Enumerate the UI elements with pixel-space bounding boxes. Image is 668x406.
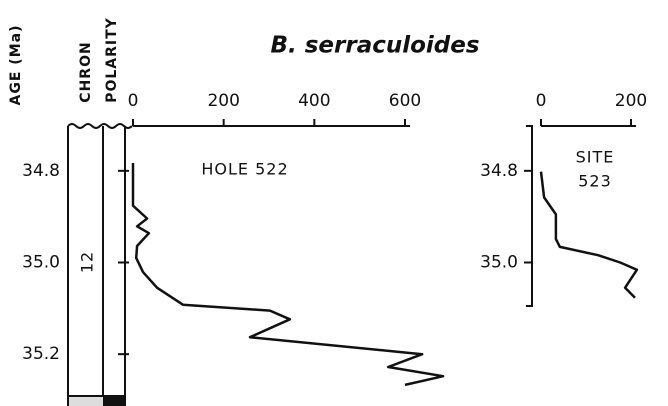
data-line [131, 163, 445, 387]
y-tick-label: 35.0 [480, 253, 518, 273]
y-tick-label: 34.8 [480, 161, 518, 181]
panel-label: SITE [576, 148, 615, 167]
y-tick-label: 35.0 [22, 253, 60, 273]
column-outline [67, 123, 133, 406]
x-tick-label: 200 [615, 91, 647, 111]
x-tick-label: 200 [207, 91, 239, 111]
x-tick-label: 600 [389, 91, 421, 111]
stratigraphic-columns [67, 123, 133, 406]
polarity-normal [104, 396, 125, 406]
panel-label: 523 [578, 172, 612, 191]
y-axis [526, 125, 533, 307]
chart-title: B. serraculoides [270, 33, 479, 59]
x-tick-label: 0 [536, 91, 547, 111]
x-tick-label: 0 [128, 91, 139, 111]
data-line [539, 171, 639, 299]
chron-label: CHRON [78, 41, 94, 102]
x-tick-label: 400 [298, 91, 330, 111]
polarity-label: POLARITY [104, 17, 120, 103]
panel-label: HOLE 522 [201, 160, 288, 179]
y-tick-label: 34.8 [22, 161, 60, 181]
chron-shade [69, 396, 103, 406]
y-tick-label: 35.2 [22, 344, 60, 364]
age-label: AGE (Ma) [8, 25, 24, 106]
chron-number: 12 [78, 251, 97, 273]
